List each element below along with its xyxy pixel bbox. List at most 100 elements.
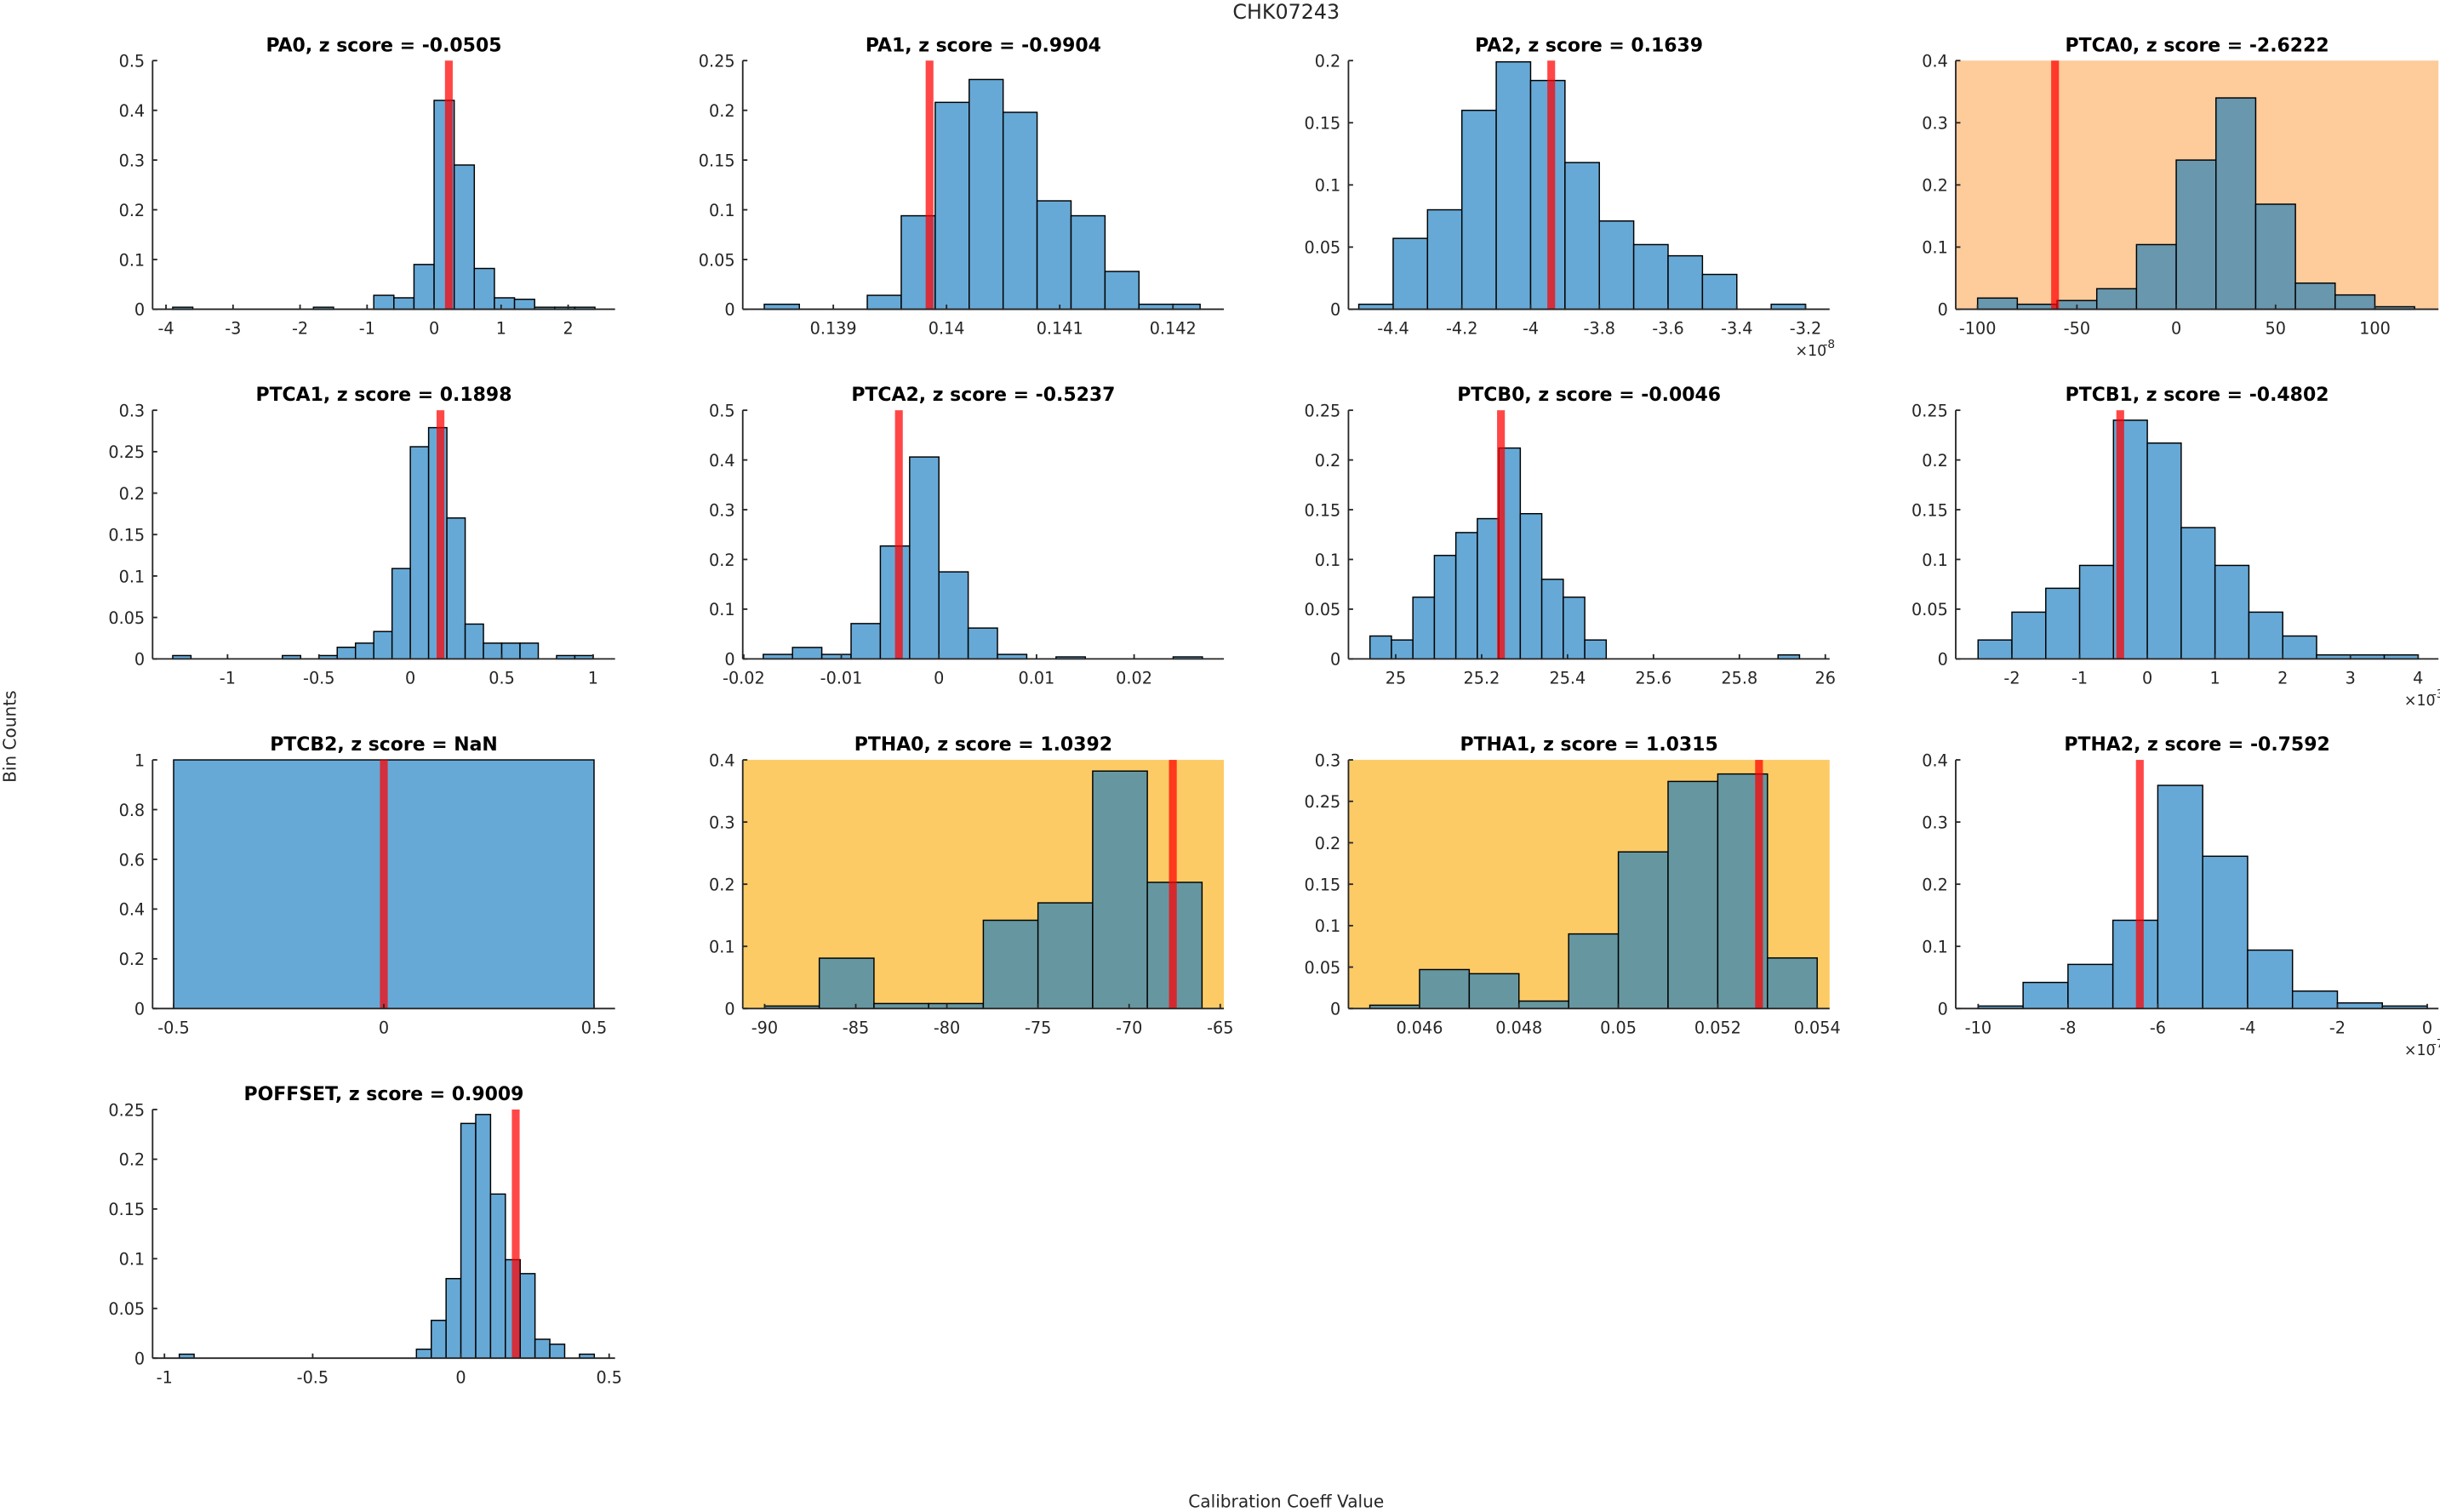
histogram-bar xyxy=(2157,785,2203,1010)
histogram-bar xyxy=(1092,770,1148,1010)
subplot-title: PTCB1, z score = -0.4802 xyxy=(2066,385,2329,406)
histogram-bar xyxy=(1584,639,1608,660)
x-tick-label: 25.8 xyxy=(1721,669,1757,688)
x-tick-label: 25.2 xyxy=(1464,669,1500,688)
x-tick-label: 0 xyxy=(2142,669,2152,688)
x-tick-label: 0 xyxy=(455,1367,466,1387)
histogram-bar xyxy=(818,957,875,1010)
x-tick-label: -4.2 xyxy=(1446,319,1477,339)
histogram-bar xyxy=(2202,855,2249,1010)
x-tick-label: 4 xyxy=(2413,669,2423,688)
subplot-title: PTCB0, z score = -0.0046 xyxy=(1457,385,1721,406)
y-tick-label: 0.1 xyxy=(1922,551,1948,570)
histogram-bar xyxy=(2334,294,2376,311)
x-tick-label: -70 xyxy=(1116,1018,1142,1038)
y-tick-label: 1 xyxy=(134,750,145,770)
histogram-bar xyxy=(391,568,411,660)
x-tick-label: 0 xyxy=(405,669,415,688)
y-tick-label: 0.25 xyxy=(108,1100,145,1120)
histogram-bar xyxy=(969,78,1004,311)
histogram-bar xyxy=(2215,97,2257,311)
y-tick-label: 0.2 xyxy=(1315,834,1341,853)
x-tick-label: -6 xyxy=(2150,1018,2166,1038)
y-tick-label: 0.1 xyxy=(1315,916,1341,936)
x-tick-label: -2 xyxy=(292,319,308,339)
subplot-title: POFFSET, z score = 0.9009 xyxy=(244,1084,524,1105)
histogram-bar xyxy=(549,1344,566,1359)
figure-title: CHK07243 xyxy=(1232,0,1340,24)
x-tick-label: 25.6 xyxy=(1635,669,1671,688)
y-tick-label: 0 xyxy=(1330,650,1340,670)
x-tick-label: 2 xyxy=(563,319,573,339)
y-tick-label: 0 xyxy=(724,300,734,320)
x-tick-label: 0.054 xyxy=(1794,1018,1841,1038)
histogram-bar xyxy=(393,297,415,311)
subplot-title: PTCA2, z score = -0.5237 xyxy=(851,385,1115,406)
histogram-bar xyxy=(2078,564,2115,660)
x-tick-label: 2 xyxy=(2277,669,2288,688)
subplot-title: PTHA1, z score = 1.0315 xyxy=(1460,734,1718,756)
histogram-bar xyxy=(866,294,902,311)
subplot-ptca0: 0 0.1 0.2 0.3 0.4 -100 -50 0 50 100 PTCA0, z score… xyxy=(1922,35,2439,339)
y-tick-label: 0.4 xyxy=(119,101,146,121)
x-tick-label: 0.141 xyxy=(1037,319,1083,339)
y-tick-label: 0.2 xyxy=(709,101,735,121)
y-tick-label: 0.1 xyxy=(119,250,146,270)
y-tick-label: 0 xyxy=(1938,650,1948,670)
x-tick-label: 0.02 xyxy=(1116,669,1152,688)
x-tick-label: -0.5 xyxy=(157,1018,189,1038)
y-tick-label: 0 xyxy=(1330,300,1340,320)
histogram-bar xyxy=(336,646,357,660)
histogram-bar xyxy=(373,630,393,660)
histogram-bar xyxy=(494,297,516,311)
y-tick-label: 0.1 xyxy=(119,567,146,586)
x-tick-label: -85 xyxy=(843,1018,869,1038)
histogram-bar xyxy=(791,647,823,660)
value-marker-line xyxy=(437,410,445,659)
value-marker-line xyxy=(1497,410,1506,659)
y-tick-label: 0 xyxy=(134,300,145,320)
subplot-title: PA2, z score = 0.1639 xyxy=(1475,35,1703,56)
histogram-bar xyxy=(2135,243,2177,311)
subplot-poffset: 0 0.05 0.1 0.15 0.2 0.25 -1 -0.5 0 0.5 POFFSET, z … xyxy=(108,1084,622,1387)
y-tick-label: 0 xyxy=(134,650,145,670)
x-tick-label: 100 xyxy=(2359,319,2391,339)
subplot-ptca2: 0 0.1 0.2 0.3 0.4 0.5 -0.02 -0.01 0 0.01 0.02 PTCA2… xyxy=(709,385,1225,688)
y-tick-label: 0.2 xyxy=(1315,451,1341,471)
y-tick-label: 0.5 xyxy=(119,52,146,71)
histogram-bar xyxy=(1460,109,1497,311)
x-tick-label: 0 xyxy=(2422,1018,2432,1038)
value-marker-line xyxy=(380,760,388,1009)
y-tick-label: 0 xyxy=(134,1349,145,1369)
histogram-bar xyxy=(1495,60,1532,311)
subplot-pa0: 0 0.1 0.2 0.3 0.4 0.5 -4 -3 -2 -1 0 1 2 PA0, z score … xyxy=(119,35,615,339)
histogram-bar xyxy=(1518,1000,1569,1010)
y-tick-label: 0 xyxy=(1938,300,1948,320)
histogram-bar xyxy=(1433,555,1457,660)
y-tick-label: 0.1 xyxy=(1922,238,1948,258)
x-tick-label: 0.5 xyxy=(581,1018,608,1038)
histogram-bar xyxy=(2045,587,2081,660)
x-tick-label: 0 xyxy=(2171,319,2181,339)
y-tick-label: 0.05 xyxy=(1305,238,1341,258)
subplot-title: PA0, z score = -0.0505 xyxy=(266,35,502,56)
histogram-bar xyxy=(938,571,969,660)
y-tick-label: 0.2 xyxy=(1922,176,1948,196)
subplot-ptcb2: 0 0.2 0.4 0.6 0.8 1 -0.5 0 0.5 PTCB2, z score = N… xyxy=(119,734,615,1037)
histogram-bar xyxy=(500,642,521,660)
value-marker-line xyxy=(2116,410,2124,659)
y-tick-label: 0.2 xyxy=(1315,52,1341,71)
y-tick-label: 0 xyxy=(1330,1000,1340,1019)
y-tick-label: 0.6 xyxy=(119,850,146,870)
value-marker-line xyxy=(2135,760,2144,1009)
histogram-bar xyxy=(464,623,484,660)
histogram-bar xyxy=(2254,203,2296,311)
x-tick-label: -0.5 xyxy=(303,669,334,688)
x-tick-label: -65 xyxy=(1207,1018,1233,1038)
x-tick-label: -2 xyxy=(2003,669,2020,688)
y-axis-label: Bin Counts xyxy=(0,690,20,783)
x-tick-label: 0.139 xyxy=(810,319,857,339)
y-tick-label: 0.2 xyxy=(1922,875,1948,894)
y-tick-label: 0.2 xyxy=(1922,451,1948,471)
